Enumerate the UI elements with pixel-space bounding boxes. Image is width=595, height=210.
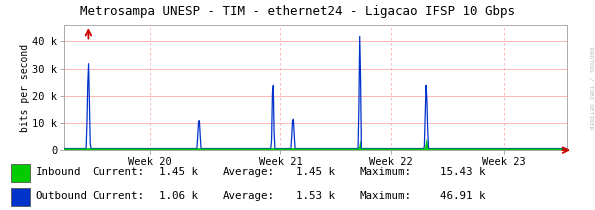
Text: 1.45 k: 1.45 k [159, 167, 199, 177]
Text: Maximum:: Maximum: [360, 191, 412, 201]
Text: Current:: Current: [92, 167, 144, 177]
Text: 15.43 k: 15.43 k [440, 167, 486, 177]
Y-axis label: bits per second: bits per second [20, 44, 30, 132]
Text: RRDTOOL / TOBI OETIKER: RRDTOOL / TOBI OETIKER [588, 47, 593, 129]
Text: Average:: Average: [223, 191, 275, 201]
Text: Maximum:: Maximum: [360, 167, 412, 177]
Text: 1.45 k: 1.45 k [296, 167, 336, 177]
Text: Inbound: Inbound [36, 167, 81, 177]
Text: Current:: Current: [92, 191, 144, 201]
Text: Outbound: Outbound [36, 191, 87, 201]
Text: Average:: Average: [223, 167, 275, 177]
Text: Metrosampa UNESP - TIM - ethernet24 - Ligacao IFSP 10 Gbps: Metrosampa UNESP - TIM - ethernet24 - Li… [80, 5, 515, 18]
Text: 1.06 k: 1.06 k [159, 191, 199, 201]
Text: 1.53 k: 1.53 k [296, 191, 336, 201]
Text: 46.91 k: 46.91 k [440, 191, 486, 201]
